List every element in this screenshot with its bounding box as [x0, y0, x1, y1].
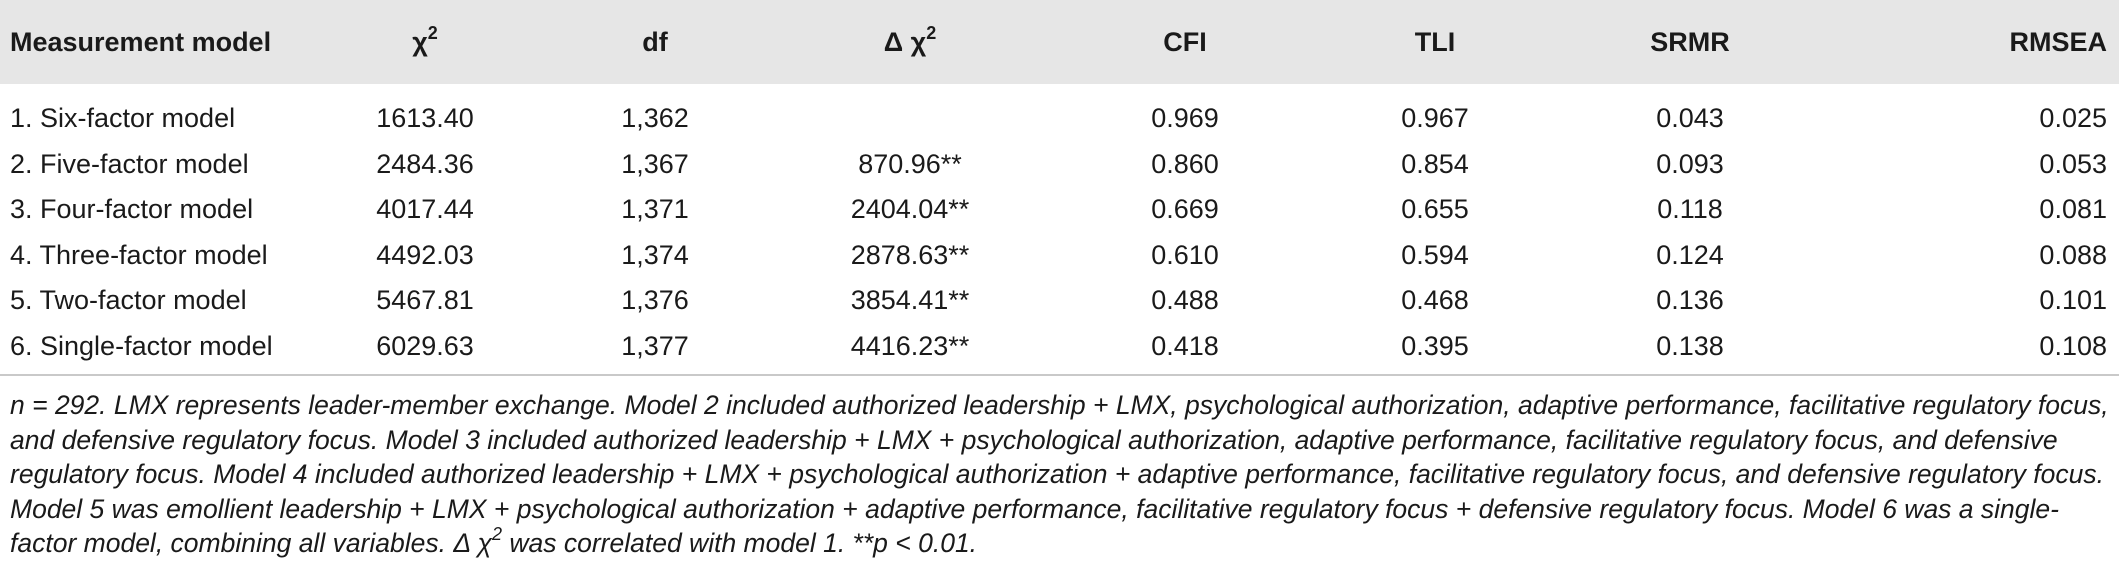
- cell-df: 1,371: [621, 194, 689, 225]
- header-rmsea: RMSEA: [2009, 26, 2107, 57]
- header-chi-square: χ2: [300, 0, 550, 84]
- cell-rmsea: 0.108: [2039, 330, 2107, 361]
- footnote-text-part2: was correlated with model 1. **p < 0.01.: [502, 528, 978, 558]
- chi-symbol: χ: [412, 26, 428, 57]
- footnote-delta-chi-superscript: 2: [491, 524, 502, 544]
- cell-model: 2. Five-factor model: [10, 148, 249, 179]
- cell-chi2: 2484.36: [376, 148, 474, 179]
- cell-delta-chi2: 3854.41**: [850, 285, 970, 316]
- cell-tli: 0.395: [1401, 330, 1469, 361]
- cell-df: 1,362: [621, 103, 689, 134]
- cell-rmsea: 0.081: [2039, 194, 2107, 225]
- results-table-container: Measurement model χ2 df Δ χ2 CFI TLI SRM…: [0, 0, 2119, 370]
- header-df: df: [642, 26, 668, 57]
- header-delta-chi-square: Δ χ2: [760, 0, 1060, 84]
- cell-tli: 0.655: [1401, 194, 1469, 225]
- cell-df: 1,374: [621, 239, 689, 270]
- cell-tli: 0.967: [1401, 103, 1469, 134]
- footnote-text-part1: n = 292. LMX represents leader-member ex…: [10, 390, 2109, 558]
- cell-rmsea: 0.101: [2039, 285, 2107, 316]
- table-row: 6. Single-factor model 6029.63 1,377 441…: [0, 324, 2119, 370]
- header-srmr: SRMR: [1650, 26, 1730, 57]
- cell-model: 3. Four-factor model: [10, 194, 254, 225]
- cell-chi2: 6029.63: [376, 330, 474, 361]
- cell-srmr: 0.136: [1656, 285, 1724, 316]
- cell-model: 1. Six-factor model: [10, 103, 236, 134]
- cell-chi2: 4017.44: [376, 194, 474, 225]
- table-row: 4. Three-factor model 4492.03 1,374 2878…: [0, 233, 2119, 279]
- cell-chi2: 5467.81: [376, 285, 474, 316]
- cell-chi2: 4492.03: [376, 239, 474, 270]
- header-tli: TLI: [1414, 26, 1456, 57]
- measurement-model-table: Measurement model χ2 df Δ χ2 CFI TLI SRM…: [0, 0, 2119, 370]
- cell-tli: 0.468: [1401, 285, 1469, 316]
- delta-chi-superscript: 2: [926, 22, 937, 43]
- cell-cfi: 0.969: [1151, 103, 1219, 134]
- table-row: 5. Two-factor model 5467.81 1,376 3854.4…: [0, 278, 2119, 324]
- cell-delta-chi2: 2404.04**: [850, 194, 970, 225]
- cell-delta-chi2: [760, 84, 1060, 142]
- cell-delta-chi2: 870.96**: [858, 148, 962, 179]
- footnote-delta-chi-symbol: Δ χ: [453, 528, 492, 558]
- table-footnote: n = 292. LMX represents leader-member ex…: [10, 388, 2110, 561]
- cell-model: 4. Three-factor model: [10, 239, 268, 270]
- cell-cfi: 0.488: [1151, 285, 1219, 316]
- table-bottom-rule: [0, 374, 2119, 376]
- cell-rmsea: 0.053: [2039, 148, 2107, 179]
- cell-rmsea: 0.025: [2039, 103, 2107, 134]
- cell-tli: 0.594: [1401, 239, 1469, 270]
- cell-srmr: 0.138: [1656, 330, 1724, 361]
- cell-delta-chi2: 4416.23**: [850, 330, 970, 361]
- cell-cfi: 0.418: [1151, 330, 1219, 361]
- cell-model: 5. Two-factor model: [10, 285, 247, 316]
- cell-tli: 0.854: [1401, 148, 1469, 179]
- cell-rmsea: 0.088: [2039, 239, 2107, 270]
- cell-cfi: 0.860: [1151, 148, 1219, 179]
- cell-srmr: 0.093: [1656, 148, 1724, 179]
- header-cfi: CFI: [1163, 26, 1207, 57]
- table-row: 1. Six-factor model 1613.40 1,362 0.969 …: [0, 84, 2119, 142]
- cell-df: 1,367: [621, 148, 689, 179]
- cell-srmr: 0.118: [1657, 194, 1723, 225]
- cell-srmr: 0.043: [1656, 103, 1724, 134]
- header-measurement-model: Measurement model: [10, 26, 272, 57]
- cell-df: 1,376: [621, 285, 689, 316]
- cell-cfi: 0.610: [1151, 239, 1219, 270]
- cell-df: 1,377: [621, 330, 689, 361]
- delta-chi-symbol: Δ χ: [883, 26, 927, 57]
- cell-chi2: 1613.40: [376, 103, 474, 134]
- cell-srmr: 0.124: [1656, 239, 1724, 270]
- table-header-row: Measurement model χ2 df Δ χ2 CFI TLI SRM…: [0, 0, 2119, 84]
- cell-delta-chi2: 2878.63**: [850, 239, 970, 270]
- cell-model: 6. Single-factor model: [10, 330, 273, 361]
- table-row: 3. Four-factor model 4017.44 1,371 2404.…: [0, 187, 2119, 233]
- table-row: 2. Five-factor model 2484.36 1,367 870.9…: [0, 142, 2119, 188]
- cell-cfi: 0.669: [1151, 194, 1219, 225]
- chi-superscript: 2: [427, 22, 438, 43]
